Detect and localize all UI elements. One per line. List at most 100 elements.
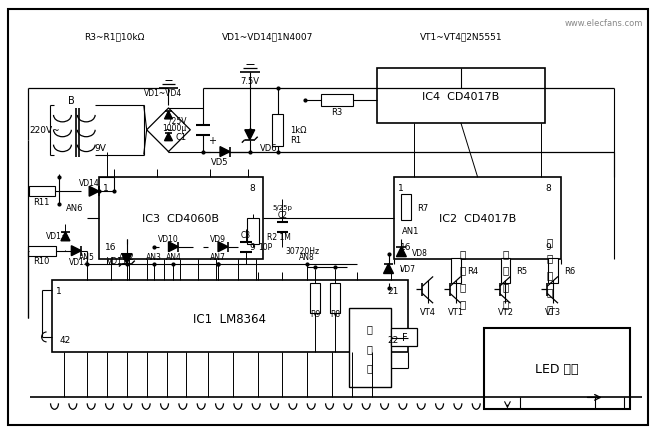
Text: IC4  CD4017B: IC4 CD4017B — [422, 92, 500, 102]
Text: VT1~VT4：2N5551: VT1~VT4：2N5551 — [420, 32, 502, 41]
Polygon shape — [383, 264, 393, 274]
Text: VD6: VD6 — [260, 144, 277, 153]
Bar — [247, 218, 259, 244]
Text: R10: R10 — [34, 256, 50, 266]
Text: 陰: 陰 — [547, 253, 553, 263]
Text: C3: C3 — [241, 231, 251, 240]
Text: VT3: VT3 — [545, 307, 561, 316]
Text: VD10: VD10 — [158, 235, 179, 244]
Text: 22: 22 — [387, 335, 399, 345]
Bar — [484, 328, 630, 409]
Text: 時: 時 — [459, 299, 466, 309]
Text: 8: 8 — [249, 183, 255, 192]
Text: 1: 1 — [103, 183, 109, 192]
Text: AN6: AN6 — [66, 203, 84, 212]
Bar — [28, 246, 56, 256]
Bar — [52, 281, 408, 352]
Text: 分: 分 — [459, 282, 466, 292]
Text: 9V: 9V — [94, 144, 106, 153]
Text: R6: R6 — [564, 266, 575, 276]
Bar — [451, 258, 461, 284]
Bar — [395, 178, 561, 259]
Polygon shape — [397, 247, 406, 257]
Text: VT4: VT4 — [420, 307, 436, 316]
Text: VD7: VD7 — [401, 264, 416, 273]
Text: VD11: VD11 — [107, 256, 127, 266]
Polygon shape — [165, 133, 173, 141]
Bar — [271, 115, 283, 146]
Text: www.elecfans.com: www.elecfans.com — [565, 19, 643, 28]
Text: 16: 16 — [105, 243, 117, 252]
Text: ~: ~ — [164, 124, 173, 137]
Text: C1: C1 — [175, 133, 186, 142]
Text: R8: R8 — [330, 309, 340, 318]
Polygon shape — [61, 232, 70, 241]
Text: 42: 42 — [60, 335, 71, 345]
Text: 蜂: 蜂 — [367, 363, 373, 373]
Text: VD1~VD14：1N4007: VD1~VD14：1N4007 — [222, 32, 313, 41]
Text: +: + — [208, 135, 216, 145]
Bar — [548, 258, 558, 284]
Bar — [310, 284, 320, 313]
Text: 陰: 陰 — [459, 265, 466, 275]
Text: 陰: 陰 — [502, 265, 508, 275]
Text: AN8: AN8 — [299, 253, 315, 262]
Text: AN7: AN7 — [210, 253, 226, 262]
Text: B: B — [68, 96, 75, 106]
Text: VD5: VD5 — [211, 158, 229, 167]
Text: 7.5V: 7.5V — [240, 76, 260, 85]
Text: R4: R4 — [467, 266, 478, 276]
Text: 極: 極 — [547, 236, 553, 246]
Text: C2: C2 — [277, 210, 287, 219]
Text: VD1~VD4: VD1~VD4 — [144, 89, 183, 97]
Polygon shape — [220, 147, 230, 157]
Text: 10P: 10P — [259, 243, 273, 252]
Text: 9: 9 — [545, 243, 551, 252]
Polygon shape — [169, 242, 178, 252]
Text: /25V: /25V — [169, 116, 186, 125]
Text: R3~R1：10kΩ: R3~R1：10kΩ — [84, 32, 144, 41]
Text: 16: 16 — [401, 243, 412, 252]
Text: 極: 極 — [459, 248, 466, 258]
Text: VT2: VT2 — [497, 307, 514, 316]
Text: 期: 期 — [547, 270, 553, 280]
Text: AN1: AN1 — [402, 227, 420, 236]
Text: 220V~: 220V~ — [29, 126, 60, 135]
Text: 秒: 秒 — [547, 303, 553, 313]
Text: VD9: VD9 — [210, 235, 226, 244]
Text: VD8: VD8 — [412, 249, 428, 258]
Text: IC1  LM8364: IC1 LM8364 — [193, 312, 266, 325]
Text: 鳴: 鳴 — [367, 343, 373, 353]
Bar — [401, 195, 411, 220]
Bar — [330, 284, 340, 313]
Text: AN2: AN2 — [119, 253, 135, 262]
Text: F: F — [402, 332, 407, 342]
Text: 極: 極 — [502, 248, 508, 258]
Text: 日: 日 — [502, 282, 508, 292]
Polygon shape — [122, 254, 132, 264]
Text: VD12: VD12 — [69, 257, 89, 266]
Text: 21: 21 — [387, 286, 399, 295]
Text: R3: R3 — [332, 108, 343, 117]
Text: 9: 9 — [249, 243, 255, 252]
Text: AN3: AN3 — [146, 253, 162, 262]
Polygon shape — [218, 242, 228, 252]
Bar — [99, 178, 263, 259]
Text: 5/25p: 5/25p — [273, 204, 293, 210]
Bar — [349, 309, 391, 388]
Text: 30720Hz: 30720Hz — [285, 247, 319, 256]
Text: LED 顯示: LED 顯示 — [536, 362, 579, 375]
Text: 星: 星 — [547, 287, 553, 297]
Text: AN5: AN5 — [79, 253, 95, 262]
Bar — [377, 69, 545, 124]
Polygon shape — [245, 131, 255, 140]
Text: VT1: VT1 — [448, 307, 464, 316]
Polygon shape — [71, 246, 81, 256]
Text: 月: 月 — [502, 299, 508, 309]
Text: R1: R1 — [291, 136, 301, 145]
Text: 1: 1 — [399, 183, 404, 192]
Text: R9: R9 — [310, 309, 320, 318]
Text: 1: 1 — [56, 286, 62, 295]
Polygon shape — [165, 112, 173, 120]
Text: VD13: VD13 — [46, 232, 67, 241]
